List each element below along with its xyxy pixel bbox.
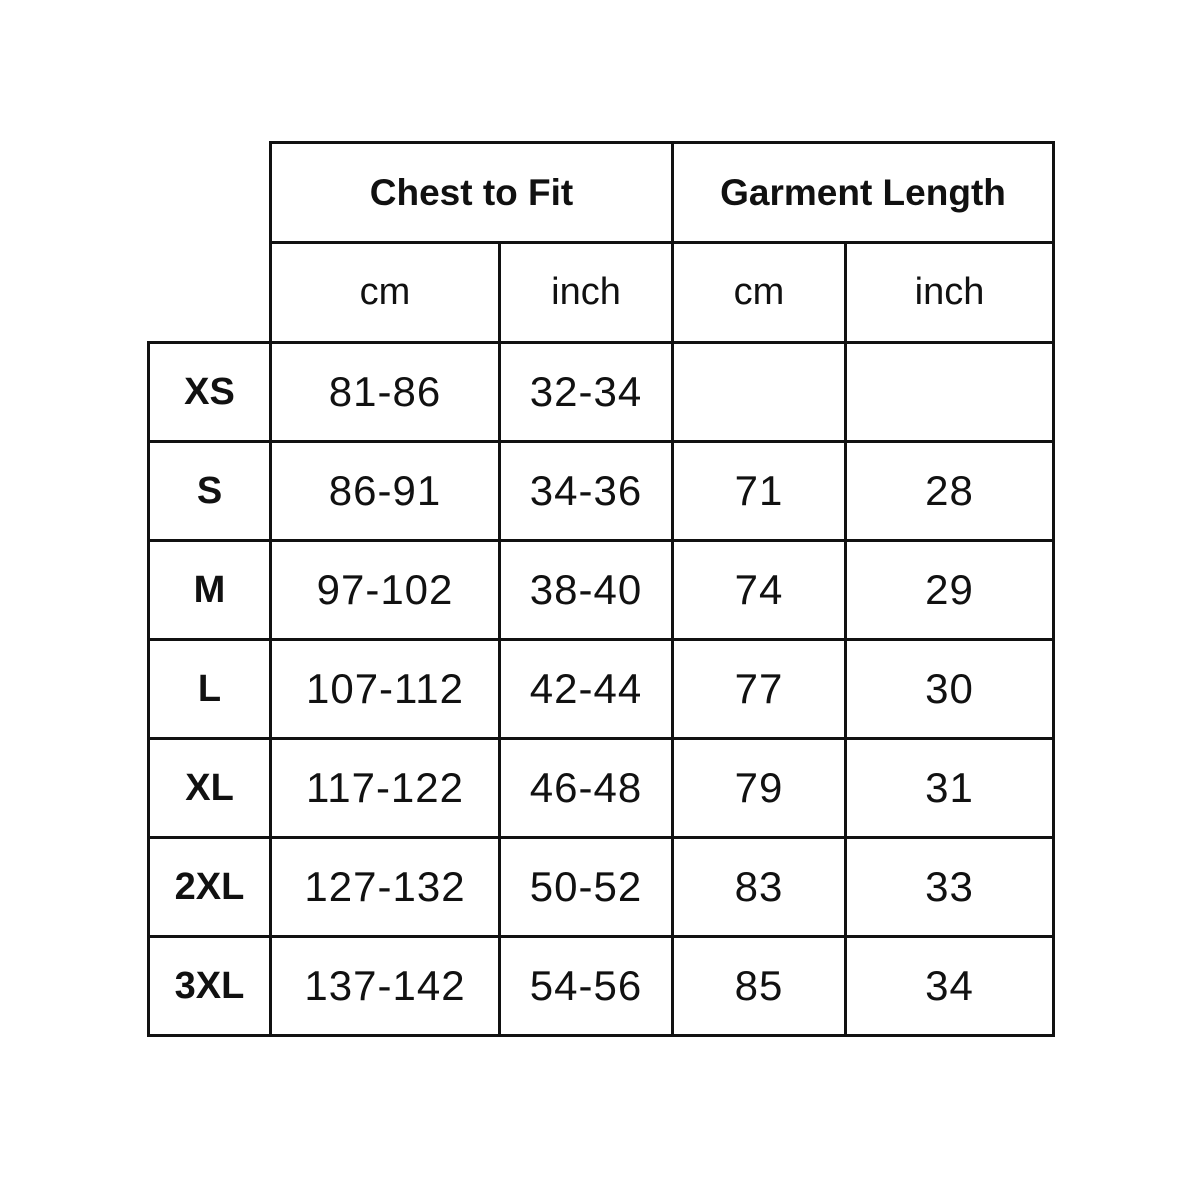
table-row: XL 117-122 46-48 79 31 <box>147 737 1055 839</box>
unit-header-row: cm inch cm inch <box>149 241 1055 344</box>
group-header-row: Chest to Fit Garment Length <box>149 141 1055 244</box>
length-inch-cell: 31 <box>844 737 1055 839</box>
table-row: 2XL 127-132 50-52 83 33 <box>147 836 1055 938</box>
size-chart-table: Chest to Fit Garment Length cm inch cm i… <box>147 141 1055 1037</box>
size-cell: L <box>147 638 272 740</box>
table-row: 3XL 137-142 54-56 85 34 <box>147 935 1055 1037</box>
length-cm-cell: 79 <box>671 737 847 839</box>
chest-inch-cell: 32-34 <box>498 341 674 443</box>
chest-cm-cell: 81-86 <box>269 341 501 443</box>
table-row: L 107-112 42-44 77 30 <box>147 638 1055 740</box>
corner-cell <box>149 243 271 343</box>
size-cell: M <box>147 539 272 641</box>
length-cm-cell: 71 <box>671 440 847 542</box>
chest-cm-cell: 137-142 <box>269 935 501 1037</box>
length-cm-cell: 74 <box>671 539 847 641</box>
table-row: XS 81-86 32-34 <box>147 341 1055 443</box>
chest-inch-cell: 34-36 <box>498 440 674 542</box>
chest-inch-cell: 42-44 <box>498 638 674 740</box>
chest-cm-cell: 86-91 <box>269 440 501 542</box>
length-inch-cell: 29 <box>844 539 1055 641</box>
length-inch-cell: 30 <box>844 638 1055 740</box>
chest-inch-cell: 46-48 <box>498 737 674 839</box>
corner-cell <box>149 143 271 243</box>
length-inch-cell <box>844 341 1055 443</box>
unit-chest-cm: cm <box>269 241 501 344</box>
length-inch-cell: 34 <box>844 935 1055 1037</box>
size-cell: XS <box>147 341 272 443</box>
length-inch-cell: 33 <box>844 836 1055 938</box>
unit-chest-inch: inch <box>498 241 674 344</box>
chest-cm-cell: 107-112 <box>269 638 501 740</box>
length-cm-cell: 83 <box>671 836 847 938</box>
chest-inch-cell: 38-40 <box>498 539 674 641</box>
size-cell: S <box>147 440 272 542</box>
chest-cm-cell: 97-102 <box>269 539 501 641</box>
table-row: S 86-91 34-36 71 28 <box>147 440 1055 542</box>
table-row: M 97-102 38-40 74 29 <box>147 539 1055 641</box>
chest-cm-cell: 117-122 <box>269 737 501 839</box>
length-cm-cell: 85 <box>671 935 847 1037</box>
length-cm-cell: 77 <box>671 638 847 740</box>
size-cell: XL <box>147 737 272 839</box>
chest-inch-cell: 54-56 <box>498 935 674 1037</box>
header-chest-to-fit: Chest to Fit <box>269 141 674 244</box>
length-inch-cell: 28 <box>844 440 1055 542</box>
chest-cm-cell: 127-132 <box>269 836 501 938</box>
size-cell: 2XL <box>147 836 272 938</box>
unit-length-cm: cm <box>671 241 847 344</box>
header-garment-length: Garment Length <box>671 141 1055 244</box>
length-cm-cell <box>671 341 847 443</box>
size-cell: 3XL <box>147 935 272 1037</box>
chest-inch-cell: 50-52 <box>498 836 674 938</box>
unit-length-inch: inch <box>844 241 1055 344</box>
